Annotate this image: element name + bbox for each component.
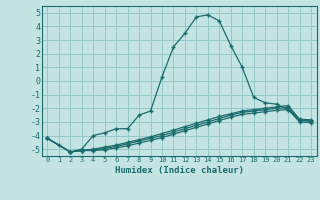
- X-axis label: Humidex (Indice chaleur): Humidex (Indice chaleur): [115, 166, 244, 175]
